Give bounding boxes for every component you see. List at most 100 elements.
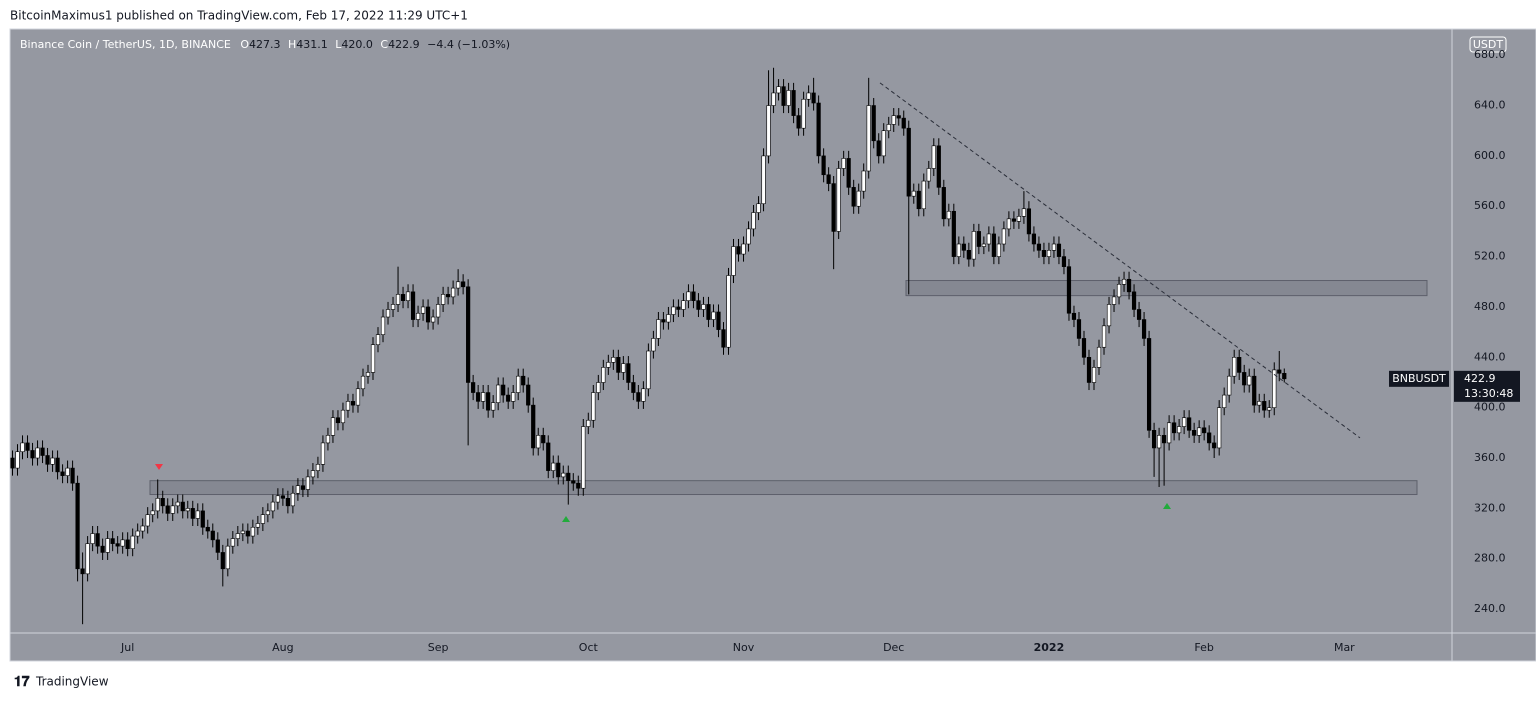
candle-body xyxy=(1212,442,1217,449)
candle-body xyxy=(1011,218,1016,222)
plot-area xyxy=(10,67,1428,625)
candle-body xyxy=(526,384,531,406)
x-tick-label: Mar xyxy=(1334,641,1355,654)
candle-body xyxy=(811,92,816,104)
y-tick-label: 240.0 xyxy=(1474,602,1506,615)
candle-body xyxy=(521,375,526,386)
candle-body xyxy=(1136,309,1142,320)
candle-body xyxy=(140,525,145,532)
candle-body xyxy=(190,508,195,519)
candle-body xyxy=(70,467,75,484)
candle-body xyxy=(616,357,621,373)
candle-body xyxy=(916,190,921,210)
candle-body xyxy=(956,243,961,257)
candle-body xyxy=(50,457,55,465)
candle-body xyxy=(1156,435,1162,449)
candle-body xyxy=(115,543,120,547)
candle-body xyxy=(95,533,100,547)
down-arrow xyxy=(155,464,163,470)
candle-body xyxy=(365,372,371,377)
candle-body xyxy=(1217,407,1222,449)
candle-body xyxy=(1061,256,1067,267)
candle-body xyxy=(621,363,626,373)
candle-body xyxy=(435,304,441,318)
candle-body xyxy=(270,501,275,512)
y-tick-label: 400.0 xyxy=(1474,401,1506,414)
x-tick-label: 2022 xyxy=(1034,641,1065,654)
candle-body xyxy=(1187,417,1192,431)
candle-body xyxy=(225,545,230,570)
candle-body xyxy=(1101,325,1107,348)
price-tag: 422.9 xyxy=(1464,372,1496,385)
candle-body xyxy=(886,124,891,132)
candle-body xyxy=(626,363,631,383)
y-tick-label: 640.0 xyxy=(1474,99,1506,112)
candle-body xyxy=(496,384,501,403)
legend-value: 431.1 xyxy=(296,38,328,51)
candle-body xyxy=(466,286,471,383)
candle-body xyxy=(471,382,476,393)
candle-body xyxy=(786,90,791,106)
candle-body xyxy=(871,105,876,142)
candle-body xyxy=(606,362,611,368)
candle-body xyxy=(325,435,331,444)
candle-body xyxy=(1091,367,1097,383)
candle-body xyxy=(1016,216,1021,222)
countdown: 13:30:48 xyxy=(1464,387,1513,400)
candle-body xyxy=(390,304,396,310)
candle-body xyxy=(501,384,506,396)
candle-body xyxy=(1222,394,1227,408)
candle-body xyxy=(486,392,491,411)
y-tick-label: 360.0 xyxy=(1474,451,1506,464)
candle-body xyxy=(1162,435,1167,444)
candle-body xyxy=(205,526,210,532)
candle-body xyxy=(746,228,751,245)
candle-body xyxy=(295,485,300,494)
up-arrow xyxy=(562,516,570,522)
candle-body xyxy=(240,530,245,534)
candle-body xyxy=(215,539,220,553)
candle-body xyxy=(1247,375,1252,386)
candle-body xyxy=(1056,243,1062,257)
candle-body xyxy=(410,291,416,320)
candle-body xyxy=(591,392,596,421)
legend-key: C xyxy=(380,38,388,51)
candle-body xyxy=(135,530,140,537)
candle-body xyxy=(1197,427,1202,436)
candle-body xyxy=(285,498,290,507)
candle-body xyxy=(781,86,786,106)
candle-body xyxy=(330,417,336,436)
candle-body xyxy=(511,392,516,402)
candle-body xyxy=(195,510,200,519)
up-arrow xyxy=(1163,503,1171,509)
candle-body xyxy=(856,190,861,207)
candle-body xyxy=(1192,430,1197,436)
candle-body xyxy=(696,300,701,310)
legend: Binance Coin / TetherUS, 1D, BINANCE O42… xyxy=(20,38,510,51)
candle-body xyxy=(756,203,761,213)
candle-body xyxy=(165,505,170,514)
candle-body xyxy=(1121,278,1127,285)
candle-body xyxy=(90,533,95,544)
candle-body xyxy=(506,394,511,402)
candle-body xyxy=(210,530,215,541)
candle-body xyxy=(441,294,446,305)
x-tick-label: Oct xyxy=(579,641,599,654)
legend-change: −4.4 (−1.03%) xyxy=(427,38,510,51)
candle-body xyxy=(1096,346,1102,368)
candle-body xyxy=(581,426,586,489)
candle-body xyxy=(921,180,926,210)
candle-body xyxy=(430,316,436,323)
candle-body xyxy=(25,442,30,451)
candle-body xyxy=(275,495,280,503)
candle-body xyxy=(881,130,886,157)
candle-body xyxy=(1237,357,1242,373)
candle-body xyxy=(966,250,971,260)
x-tick-label: Dec xyxy=(883,641,904,654)
candle-body xyxy=(170,505,175,514)
candle-body xyxy=(751,212,756,230)
candle-body xyxy=(1081,338,1087,358)
candle-body xyxy=(85,543,90,575)
candle-body xyxy=(676,306,681,310)
candle-body xyxy=(801,98,806,129)
